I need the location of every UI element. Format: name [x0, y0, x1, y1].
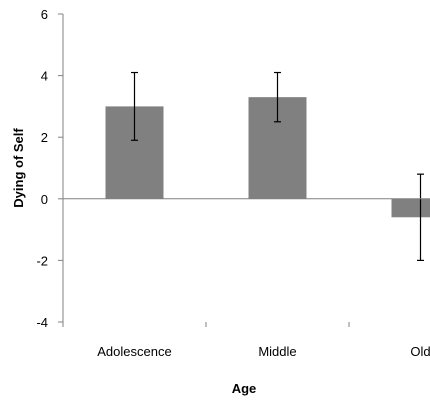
y-tick-label: 0	[41, 192, 48, 207]
y-tick-label: -2	[36, 253, 48, 268]
x-category-label: Adolescence	[97, 344, 171, 359]
x-axis-title: Age	[232, 381, 257, 396]
bar-old	[391, 198, 430, 218]
error-bars-group	[131, 71, 424, 261]
x-ticks-group: Adolescence Middle Old	[62, 322, 430, 359]
x-category-label: Old	[410, 344, 430, 359]
y-tick-label: 6	[41, 7, 48, 22]
y-tick-label: 2	[41, 130, 48, 145]
y-tick-label: -4	[36, 315, 48, 330]
y-tick-label: 4	[41, 69, 48, 84]
y-ticks-group: -4 -2 0 2 4 6	[36, 7, 63, 330]
y-axis-title: Dying of Self	[11, 128, 26, 208]
x-category-label: Middle	[258, 344, 296, 359]
